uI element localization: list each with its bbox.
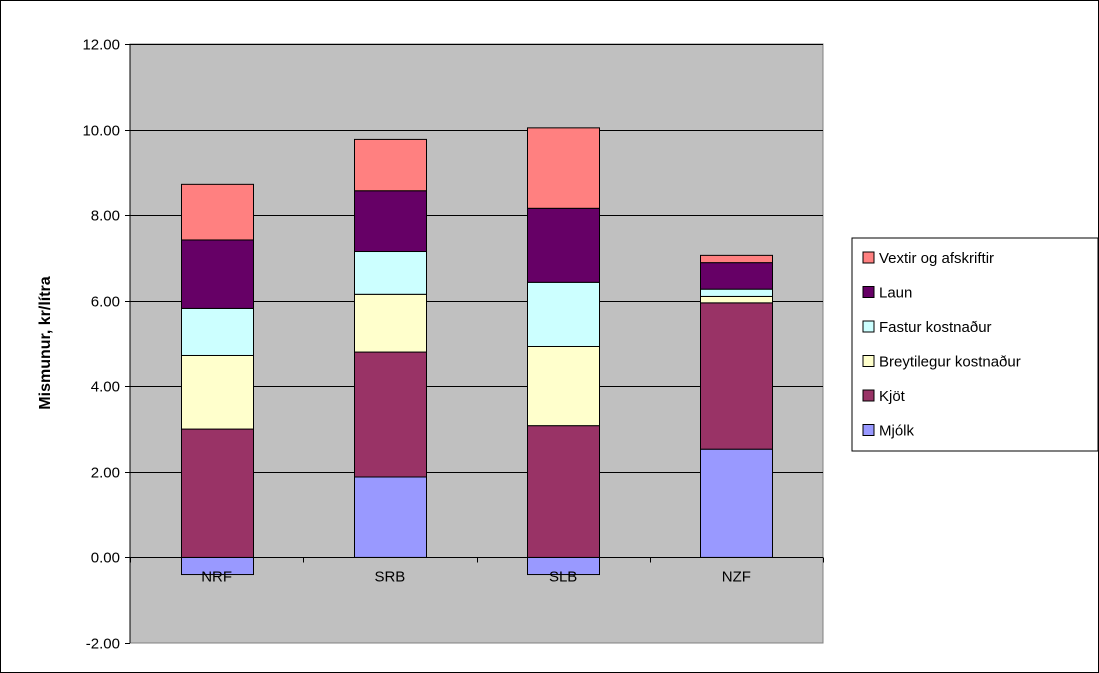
bar-segment xyxy=(527,127,600,209)
y-tick-label: 6.00 xyxy=(91,294,120,311)
y-tick-label: 10.00 xyxy=(82,123,120,140)
legend: Vextir og afskriftir Laun Fastur kostnaður… xyxy=(851,237,1099,452)
legend-box xyxy=(851,237,1099,452)
bar-segment xyxy=(181,428,254,558)
bar-segment xyxy=(354,138,427,192)
bar-segment xyxy=(527,281,600,347)
bar-segment xyxy=(700,262,773,290)
legend-swatch xyxy=(862,424,875,436)
legend-swatch xyxy=(862,355,875,367)
y-tick-label: 8.00 xyxy=(91,208,120,225)
bar-segment xyxy=(700,295,773,304)
bar-segment xyxy=(181,354,254,430)
bar-segment xyxy=(354,476,427,558)
bar-segment xyxy=(700,288,773,297)
y-axis-title: Mismunur, kr/lítra xyxy=(37,276,54,409)
y-tick-label: 4.00 xyxy=(91,379,120,396)
bar-segment xyxy=(181,307,254,356)
y-tick-label: 2.00 xyxy=(91,465,120,482)
x-category-label: NZF xyxy=(722,569,751,586)
bars xyxy=(181,127,773,576)
legend-swatch xyxy=(862,320,875,333)
x-category-label: SLB xyxy=(549,569,577,586)
bar-segment xyxy=(700,448,773,558)
bar-segment xyxy=(527,425,600,558)
legend-label: Fastur kostnaður xyxy=(879,319,992,336)
bar-segment xyxy=(700,302,773,450)
bar-segment xyxy=(527,345,600,427)
legend-swatch xyxy=(862,389,875,402)
legend-items: Vextir og afskriftir Laun Fastur kostnaður… xyxy=(862,250,1021,440)
legend-swatch xyxy=(862,286,875,298)
bar-segment xyxy=(354,251,427,295)
bar-segment xyxy=(354,190,427,253)
legend-label: Laun xyxy=(879,285,912,302)
legend-label: Breytilegur kostnaður xyxy=(879,354,1021,371)
y-tick-labels: -2.00 0.00 2.00 4.00 6.00 8.00 10.00 12.00 xyxy=(82,37,120,653)
legend-swatch xyxy=(862,251,875,264)
axes xyxy=(129,44,824,643)
bar-segment xyxy=(181,183,254,241)
x-category-label: NRF xyxy=(201,569,232,586)
bar-segment xyxy=(354,293,427,353)
x-category-label: SRB xyxy=(374,569,405,586)
legend-label: Mjólk xyxy=(879,423,915,440)
y-tick-label: 12.00 xyxy=(82,37,120,54)
bar-segment xyxy=(527,207,600,283)
bar-segment xyxy=(700,254,773,264)
y-tick-label: 0.00 xyxy=(91,550,120,567)
legend-label: Vextir og afskriftir xyxy=(879,250,994,267)
legend-label: Kjöt xyxy=(879,388,906,405)
bar-segment xyxy=(181,239,254,309)
bar-segment xyxy=(354,351,427,478)
y-tick-label: -2.00 xyxy=(86,636,120,653)
x-category-labels: NRF SRB SLB NZF xyxy=(201,569,751,586)
